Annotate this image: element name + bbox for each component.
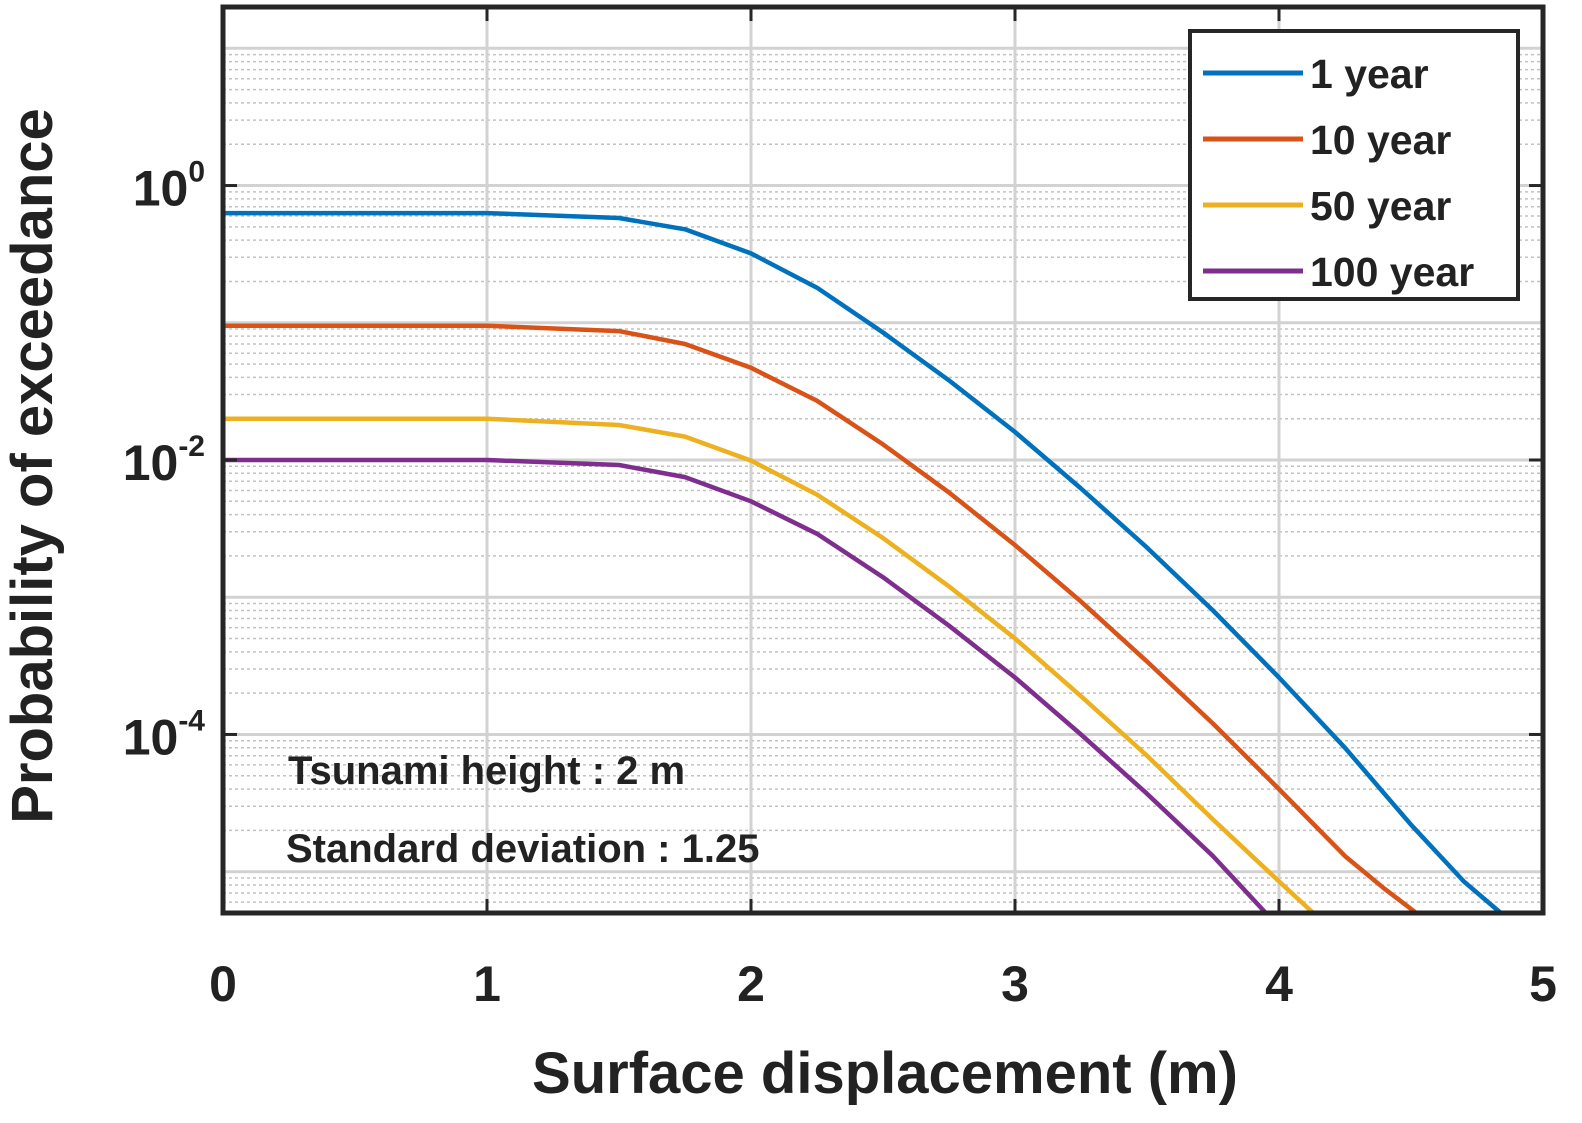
legend-item: 10 year <box>1203 117 1451 163</box>
y-tick-label-exponent: 0 <box>188 156 205 189</box>
legend-label: 1 year <box>1310 51 1429 97</box>
x-tick-label: 1 <box>473 956 501 1012</box>
legend-item: 50 year <box>1203 183 1451 229</box>
y-tick-label-exponent: -2 <box>178 430 205 463</box>
y-tick-label-base: 10 <box>123 435 179 491</box>
y-tick-label: 10-2 <box>123 430 205 491</box>
y-tick-label-exponent: -4 <box>178 704 205 737</box>
x-tick-label: 0 <box>209 956 237 1012</box>
x-tick-label: 5 <box>1529 956 1557 1012</box>
x-axis-title: Surface displacement (m) <box>532 1041 1238 1106</box>
legend: 1 year 10 year 50 year 100 year <box>1188 29 1520 301</box>
annotation-tsunami-height: Tsunami height : 2 m <box>288 749 685 793</box>
y-tick-label: 10-4 <box>123 704 206 765</box>
y-tick-label-base: 10 <box>133 161 189 217</box>
y-tick-label-base: 10 <box>123 709 179 765</box>
x-tick-labels: 0 1 2 3 4 5 <box>209 956 1557 1012</box>
legend-label: 50 year <box>1310 183 1451 229</box>
series-line-10-year <box>220 323 1419 916</box>
legend-item: 100 year <box>1203 249 1474 295</box>
series-lines <box>220 210 1504 916</box>
y-tick-label: 100 <box>133 156 205 217</box>
legend-label: 10 year <box>1310 117 1451 163</box>
x-tick-label: 4 <box>1265 956 1293 1012</box>
y-axis-title: Probability of exceedance <box>0 108 65 824</box>
series-line-50-year <box>220 416 1316 916</box>
legend-box <box>1188 29 1520 301</box>
annotation-standard-deviation: Standard deviation : 1.25 <box>286 827 759 871</box>
tick-marks <box>221 7 1545 913</box>
x-tick-label: 2 <box>737 956 765 1012</box>
legend-item: 1 year <box>1203 51 1429 97</box>
legend-label: 100 year <box>1310 249 1474 295</box>
x-tick-label: 3 <box>1001 956 1029 1012</box>
